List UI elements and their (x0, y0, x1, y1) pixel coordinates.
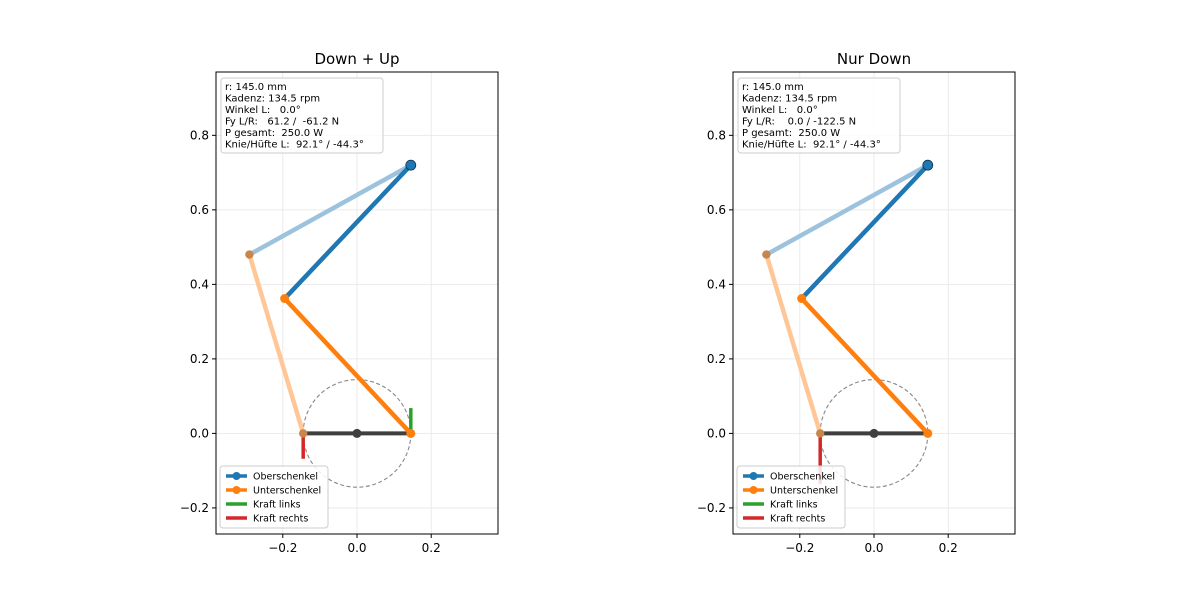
plot-area (762, 159, 934, 488)
info-line: Knie/Hüfte L: 92.1° / -44.3° (742, 140, 881, 151)
thigh-right-line (764, 162, 931, 257)
y-tick-label: 0.4 (190, 277, 209, 291)
legend-label: Unterschenkel (253, 486, 321, 497)
y-tick-label: 0.8 (707, 128, 726, 142)
x-tick-label: 0.0 (347, 541, 366, 555)
info-line: r: 145.0 mm (742, 82, 804, 93)
y-tick-label: −0.2 (180, 501, 209, 515)
info-line: Fy L/R: 61.2 / -61.2 N (225, 117, 339, 128)
shin-left-line (799, 296, 931, 436)
legend-marker (232, 472, 241, 480)
info-box (737, 77, 901, 154)
knee-right-point (245, 250, 254, 259)
foot-left-point (923, 428, 933, 438)
y-tick-label: 0.0 (190, 426, 209, 440)
legend-label: Kraft rechts (253, 514, 308, 525)
knee-left-point (280, 294, 290, 304)
legend-marker (232, 486, 241, 494)
foot-left-point (406, 428, 416, 438)
legend-label: Oberschenkel (253, 472, 318, 483)
legend-marker (749, 472, 758, 480)
x-tick-label: −0.2 (785, 541, 814, 555)
plot-area (245, 159, 417, 488)
legend-label: Unterschenkel (770, 486, 838, 497)
knee-right-point (762, 250, 771, 259)
shin-right-line (247, 252, 306, 436)
info-line: Fy L/R: 0.0 / -122.5 N (742, 117, 856, 128)
thigh-left-line (799, 162, 931, 301)
y-tick-label: 0.2 (707, 352, 726, 366)
y-tick-label: 0.6 (707, 203, 726, 217)
legend-label: Oberschenkel (770, 472, 835, 483)
knee-left-point (797, 294, 807, 304)
chart-title: Down + Up (314, 50, 399, 68)
y-tick-label: 0.4 (707, 277, 726, 291)
foot-right-point (815, 429, 825, 438)
y-tick-label: 0.8 (190, 128, 209, 142)
y-tick-label: 0.0 (707, 426, 726, 440)
legend-label: Kraft rechts (770, 514, 825, 525)
shin-left-line (282, 296, 414, 436)
x-tick-label: 0.2 (422, 541, 441, 555)
legend-box (736, 465, 846, 529)
chart-panel-down-up: −0.2 0.0 0.2 −0.2 0.0 0.2 0.4 0.6 0.8 Down + Up r:… (180, 50, 499, 555)
legend-marker (749, 486, 758, 494)
info-line: Winkel L: 0.0° (742, 105, 818, 116)
info-line: Knie/Hüfte L: 92.1° / -44.3° (225, 140, 364, 151)
legend-label: Kraft links (770, 500, 818, 511)
info-line: P gesamt: 250.0 W (225, 128, 323, 139)
info-line: Winkel L: 0.0° (225, 105, 301, 116)
crank-center-point (869, 428, 879, 438)
foot-right-point (298, 429, 308, 438)
crank-center-point (352, 428, 362, 438)
hip-point (922, 159, 934, 171)
hip-point (405, 159, 417, 171)
x-tick-label: 0.2 (939, 541, 958, 555)
y-tick-label: −0.2 (697, 501, 726, 515)
x-tick-label: −0.2 (268, 541, 297, 555)
chart-title: Nur Down (837, 50, 911, 68)
x-tick-label: 0.0 (864, 541, 883, 555)
info-line: Kadenz: 134.5 rpm (742, 94, 837, 105)
legend-box (219, 465, 329, 529)
info-line: Kadenz: 134.5 rpm (225, 94, 320, 105)
thigh-right-line (247, 162, 414, 257)
info-line: P gesamt: 250.0 W (742, 128, 840, 139)
chart-panel-nur-down: −0.2 0.0 0.2 −0.2 0.0 0.2 0.4 0.6 0.8 Nur Down r: … (697, 50, 1016, 555)
info-line: r: 145.0 mm (225, 82, 287, 93)
shin-right-line (764, 252, 823, 436)
y-tick-label: 0.2 (190, 352, 209, 366)
thigh-left-line (282, 162, 414, 301)
info-box (220, 77, 384, 154)
legend-label: Kraft links (253, 500, 301, 511)
y-tick-label: 0.6 (190, 203, 209, 217)
